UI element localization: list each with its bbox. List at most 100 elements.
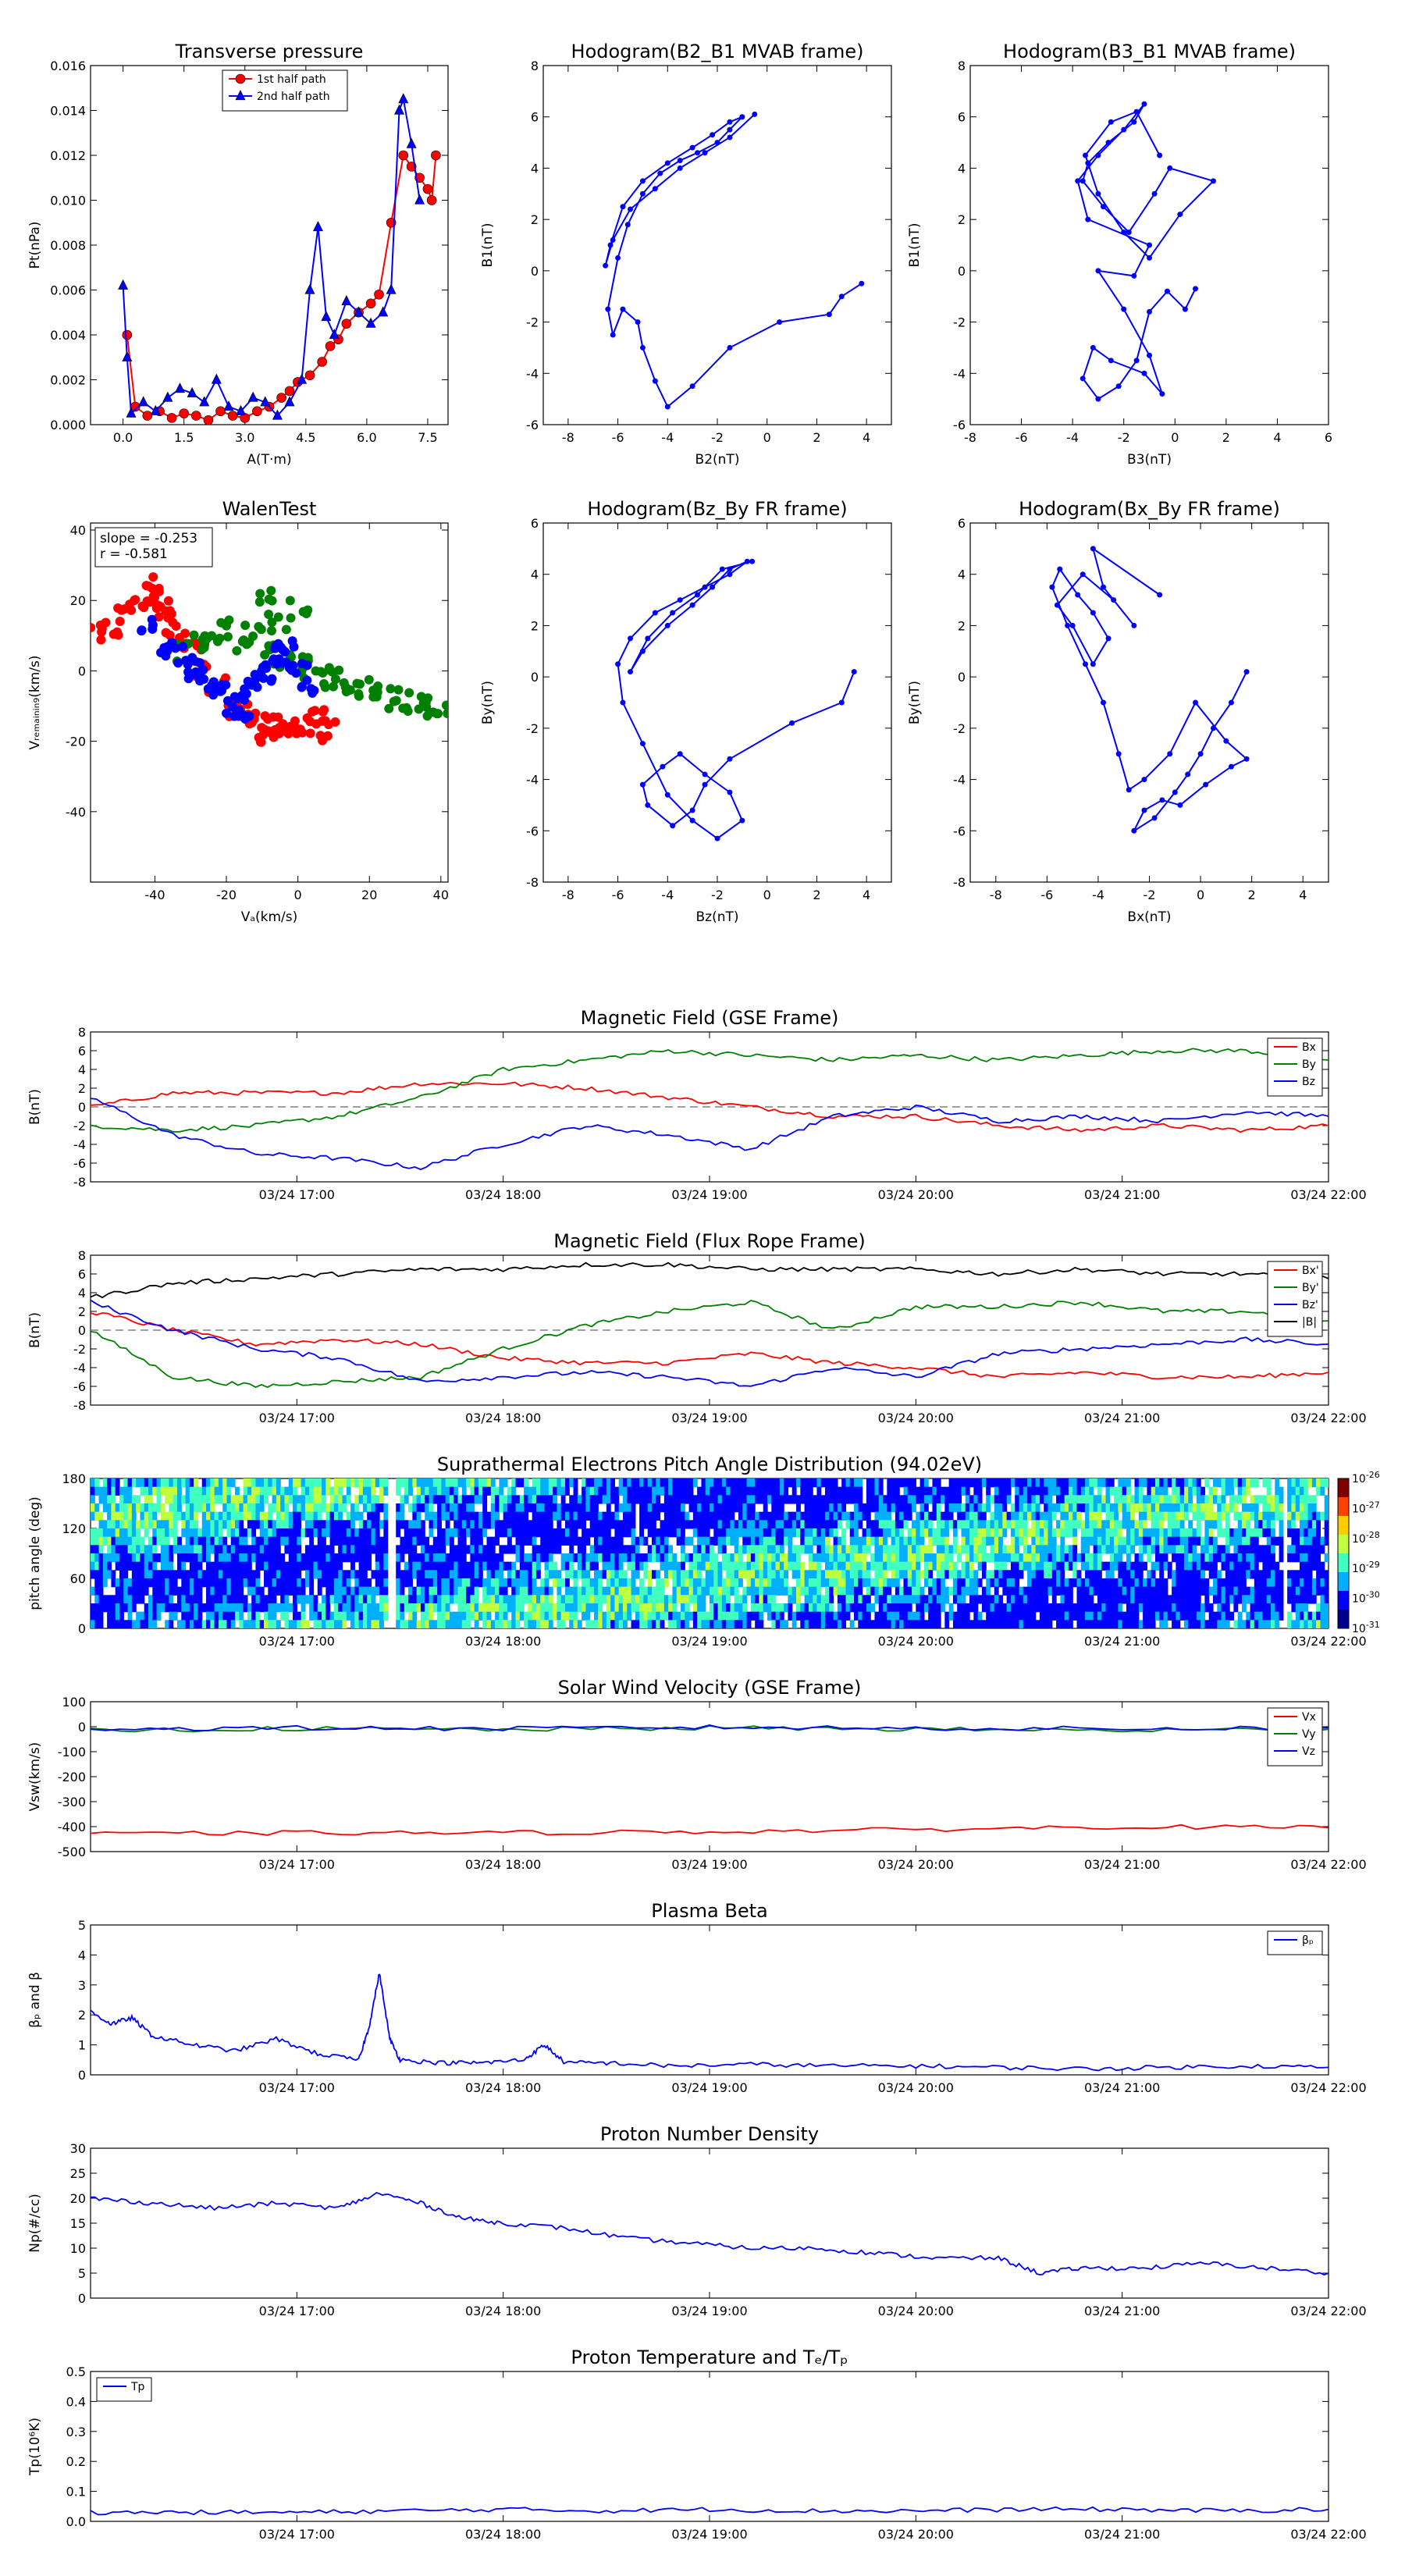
heatmap-cell xyxy=(651,1478,656,1488)
data-point xyxy=(222,621,232,631)
series-line xyxy=(91,1299,1329,1387)
heatmap-cell xyxy=(1085,1603,1090,1613)
heatmap-cell xyxy=(173,1486,178,1496)
heatmap-cell xyxy=(833,1586,838,1596)
heatmap-cell xyxy=(301,1595,306,1604)
series-line xyxy=(91,1098,1329,1171)
heatmap-cell xyxy=(672,1520,678,1529)
heatmap-cell xyxy=(524,1553,528,1563)
heatmap-cell xyxy=(585,1536,591,1546)
heatmap-cell xyxy=(767,1570,772,1579)
chart-title: Suprathermal Electrons Pitch Angle Distr… xyxy=(437,1453,982,1475)
heatmap-cell xyxy=(986,1503,991,1513)
heatmap-cell xyxy=(136,1578,141,1588)
heatmap-cell xyxy=(663,1603,669,1613)
heatmap-cell xyxy=(1101,1561,1107,1571)
heatmap-cell xyxy=(429,1561,434,1571)
heatmap-cell xyxy=(973,1486,979,1496)
heatmap-cell xyxy=(878,1495,884,1504)
heatmap-cell xyxy=(160,1578,165,1588)
heatmap-cell xyxy=(1031,1603,1037,1613)
heatmap-cell xyxy=(247,1503,252,1513)
heatmap-cell xyxy=(680,1586,685,1596)
heatmap-cell xyxy=(181,1586,187,1596)
heatmap-cell xyxy=(916,1586,921,1596)
heatmap-cell xyxy=(755,1561,760,1571)
heatmap-cell xyxy=(325,1553,331,1563)
heatmap-cell xyxy=(907,1595,912,1604)
heatmap-cell xyxy=(585,1486,591,1496)
heatmap-cell xyxy=(622,1478,628,1488)
heatmap-cell xyxy=(400,1603,405,1613)
heatmap-cell xyxy=(441,1561,446,1571)
heatmap-cell xyxy=(329,1495,335,1504)
heatmap-cell xyxy=(144,1611,149,1621)
heatmap-cell xyxy=(651,1520,656,1529)
heatmap-cell xyxy=(557,1478,562,1488)
heatmap-cell xyxy=(977,1611,983,1621)
heatmap-cell xyxy=(297,1545,302,1554)
heatmap-cell xyxy=(449,1495,454,1504)
heatmap-cell xyxy=(1105,1536,1111,1546)
heatmap-cell xyxy=(647,1503,653,1513)
heatmap-cell xyxy=(235,1553,240,1563)
heatmap-cell xyxy=(887,1545,892,1554)
heatmap-cell xyxy=(763,1503,768,1513)
heatmap-cell xyxy=(346,1478,351,1488)
heatmap-cell xyxy=(932,1561,937,1571)
heatmap-cell xyxy=(866,1503,871,1513)
heatmap-cell xyxy=(461,1511,467,1521)
heatmap-cell xyxy=(532,1553,537,1563)
heatmap-cell xyxy=(466,1511,471,1521)
heatmap-cell xyxy=(800,1528,806,1538)
heatmap-cell xyxy=(230,1595,236,1604)
heatmap-cell xyxy=(878,1528,884,1538)
heatmap-cell xyxy=(651,1586,656,1596)
heatmap-cell xyxy=(969,1536,974,1546)
data-point xyxy=(826,311,832,318)
heatmap-cell xyxy=(371,1570,376,1579)
heatmap-cell xyxy=(454,1611,459,1621)
data-point xyxy=(329,681,339,692)
x-tick-label: -8 xyxy=(990,888,1002,902)
heatmap-cell xyxy=(916,1561,921,1571)
heatmap-cell xyxy=(755,1553,760,1563)
heatmap-cell xyxy=(829,1570,834,1579)
heatmap-cell xyxy=(961,1578,966,1588)
heatmap-cell xyxy=(742,1495,748,1504)
heatmap-cell xyxy=(131,1520,137,1529)
heatmap-cell xyxy=(309,1486,315,1496)
heatmap-cell xyxy=(445,1528,450,1538)
heatmap-cell xyxy=(672,1495,678,1504)
heatmap-cell xyxy=(582,1478,586,1488)
heatmap-cell xyxy=(944,1553,950,1563)
heatmap-cell xyxy=(705,1511,710,1521)
heatmap-cell xyxy=(152,1595,158,1604)
heatmap-cell xyxy=(981,1511,987,1521)
heatmap-cell xyxy=(528,1620,533,1628)
heatmap-cell xyxy=(796,1503,801,1513)
heatmap-cell xyxy=(185,1520,190,1529)
data-point xyxy=(142,411,153,421)
heatmap-cell xyxy=(379,1536,384,1546)
heatmap-cell xyxy=(425,1511,430,1521)
heatmap-cell xyxy=(606,1586,611,1596)
heatmap-cell xyxy=(564,1553,570,1563)
heatmap-cell xyxy=(573,1578,578,1588)
heatmap-cell xyxy=(688,1570,694,1579)
heatmap-cell xyxy=(379,1620,384,1628)
heatmap-cell xyxy=(668,1553,674,1563)
heatmap-cell xyxy=(952,1595,958,1604)
heatmap-cell xyxy=(771,1495,777,1504)
heatmap-cell xyxy=(858,1553,863,1563)
heatmap-cell xyxy=(582,1528,586,1538)
heatmap-cell xyxy=(144,1570,149,1579)
heatmap-cell xyxy=(1089,1520,1094,1529)
heatmap-cell xyxy=(210,1511,215,1521)
heatmap-cell xyxy=(102,1570,108,1579)
heatmap-cell xyxy=(309,1503,315,1513)
heatmap-cell xyxy=(606,1595,611,1604)
heatmap-cell xyxy=(825,1595,830,1604)
y-tick-label: 0 xyxy=(78,1621,86,1636)
heatmap-cell xyxy=(304,1520,310,1529)
